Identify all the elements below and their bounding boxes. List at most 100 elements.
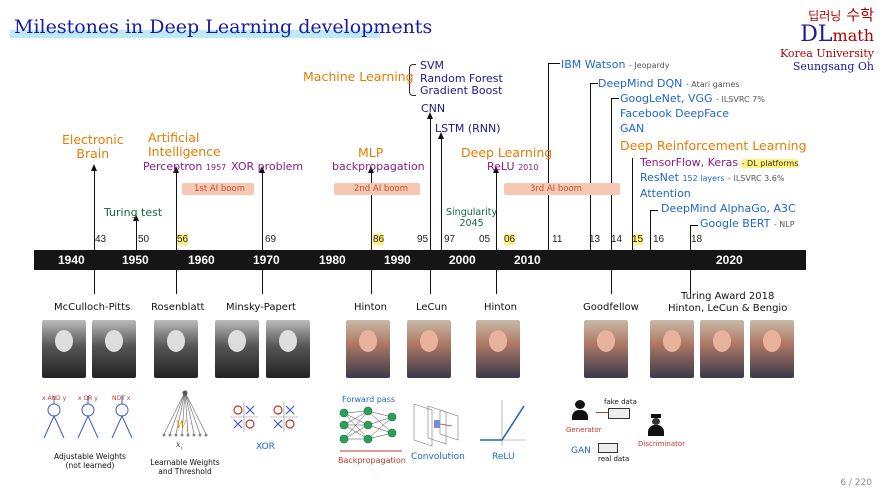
page-title: Milestones in Deep Learning developments bbox=[14, 16, 433, 38]
event-line bbox=[172, 166, 180, 250]
ml-item: Random Forest bbox=[420, 71, 503, 85]
caption-real-data: real data bbox=[598, 455, 630, 463]
portrait-photo bbox=[650, 320, 694, 378]
year-tick: 13 bbox=[589, 234, 601, 245]
person-name: Rosenblatt bbox=[151, 302, 205, 313]
event-line bbox=[94, 270, 96, 294]
event-note: - Atari games bbox=[685, 80, 740, 89]
banknote-icon bbox=[608, 408, 630, 419]
decade-label: 1960 bbox=[188, 253, 215, 267]
event-xor-problem: XOR problem bbox=[231, 160, 304, 173]
event-line bbox=[690, 270, 692, 294]
logo-korean: 딥러닝 bbox=[808, 9, 842, 23]
year-tick: 05 bbox=[479, 234, 491, 245]
input-letter: x bbox=[176, 440, 181, 449]
year-tick: 14 bbox=[611, 234, 623, 245]
year-tick: 69 bbox=[265, 234, 277, 245]
caption-convolution: Convolution bbox=[411, 452, 465, 462]
event-ibm-watson: IBM Watson - Jeopardy bbox=[561, 58, 669, 71]
ml-bracket bbox=[409, 64, 416, 96]
caption-discriminator: Discriminator bbox=[638, 440, 686, 448]
page-number: 6 / 220 bbox=[840, 478, 872, 488]
event-line bbox=[690, 226, 692, 250]
caption-text: and Threshold bbox=[158, 467, 212, 476]
decade-label: 1980 bbox=[319, 253, 346, 267]
portrait-photo bbox=[584, 320, 628, 378]
ml-item: SVM bbox=[420, 59, 444, 72]
event-lstm: LSTM (RNN) bbox=[435, 122, 501, 135]
event-text: TensorFlow, Keras bbox=[640, 156, 739, 169]
ml-item: Gradient Boost bbox=[420, 84, 503, 97]
year-tick: 16 bbox=[653, 234, 665, 245]
logo-author: Seungsang Oh bbox=[792, 60, 874, 73]
event-text: ReLU bbox=[487, 160, 515, 173]
caption-gan: GAN bbox=[571, 446, 591, 456]
event-bert: Google BERT - NLP bbox=[700, 217, 795, 230]
boom-label: 1st AI boom bbox=[194, 184, 245, 194]
portrait-photo bbox=[215, 320, 259, 378]
svg-text:x AND y: x AND y bbox=[42, 395, 67, 402]
perceptron-diagram bbox=[162, 390, 208, 437]
year-tick: 11 bbox=[552, 234, 563, 245]
threshold-neurons-diagram: x AND y x OR y NOT x bbox=[42, 395, 133, 439]
event-ai: Artificial Intelligence bbox=[148, 131, 221, 159]
decade-label: 1940 bbox=[58, 253, 85, 267]
banknote-icon bbox=[598, 443, 618, 453]
svg-text:x OR y: x OR y bbox=[78, 395, 98, 402]
event-text: DeepMind DQN bbox=[598, 77, 683, 90]
portrait-photo bbox=[266, 320, 310, 378]
person-name: McCulloch-Pitts bbox=[54, 302, 131, 313]
event-line bbox=[90, 164, 98, 250]
event-text: GoogLeNet, VGG bbox=[620, 92, 713, 105]
person-name: Hinton bbox=[484, 302, 518, 313]
event-note: - ILSVRC 7% bbox=[716, 95, 765, 104]
event-note: - DL platforms bbox=[741, 159, 799, 168]
svg-text:NOT x: NOT x bbox=[112, 395, 131, 402]
connector bbox=[690, 225, 698, 227]
person-name: Minsky-Papert bbox=[226, 302, 296, 313]
event-drl: Deep Reinforcement Learning bbox=[620, 138, 807, 153]
turing-award-names: Hinton, LeCun & Bengio bbox=[668, 303, 788, 314]
event-tensorflow: TensorFlow, Keras - DL platforms bbox=[640, 156, 799, 169]
event-line bbox=[426, 112, 434, 250]
boom-label: 3rd AI boom bbox=[530, 184, 582, 194]
event-text: IBM Watson bbox=[561, 58, 626, 71]
portrait-photo bbox=[407, 320, 451, 378]
event-line bbox=[371, 270, 373, 294]
event-line bbox=[650, 210, 652, 250]
year-tick: 95 bbox=[417, 234, 429, 245]
weight-letter: W bbox=[176, 420, 187, 431]
data-arrow bbox=[596, 412, 608, 414]
event-backprop: backpropagation bbox=[332, 160, 425, 173]
boom-label: 2nd AI boom bbox=[354, 184, 408, 194]
boom-arrow bbox=[334, 183, 420, 195]
caption-text: Adjustable Weights bbox=[54, 452, 126, 461]
caption-xor: XOR bbox=[256, 442, 275, 452]
portrait-photo bbox=[154, 320, 198, 378]
caption-text: (not learned) bbox=[65, 461, 115, 470]
event-resnet: ResNet 152 layers - ILSVRC 3.6% bbox=[640, 171, 784, 184]
logo: 딥러닝 수학 DLmath Korea University Seungsang… bbox=[780, 4, 874, 73]
weight-subscript: i bbox=[186, 426, 189, 433]
portrait-photo bbox=[476, 320, 520, 378]
caption-generator: Generator bbox=[566, 426, 602, 434]
event-text: Intelligence bbox=[148, 144, 221, 159]
event-attention: Attention bbox=[640, 187, 691, 200]
xor-diagram bbox=[230, 402, 298, 432]
caption-forward: Forward pass bbox=[342, 395, 396, 404]
decade-label: 2010 bbox=[514, 253, 541, 267]
caption-backprop: Backpropagation bbox=[338, 456, 406, 465]
event-line bbox=[611, 98, 613, 250]
logo-math: math bbox=[832, 26, 874, 45]
portrait-photo bbox=[42, 320, 86, 378]
event-machine-learning: Machine Learning bbox=[303, 69, 414, 84]
event-line bbox=[437, 132, 445, 250]
event-line bbox=[548, 64, 550, 250]
decade-label: 1990 bbox=[384, 253, 411, 267]
event-electronic-brain: Electronic Brain bbox=[62, 133, 124, 161]
event-note: - ILSVRC 3.6% bbox=[728, 174, 785, 183]
caption-learnable: Learnable Weights and Threshold bbox=[143, 458, 227, 476]
event-text: 2045 bbox=[459, 218, 484, 229]
boom-arrow bbox=[504, 183, 620, 195]
year-tick: 15 bbox=[632, 234, 644, 245]
